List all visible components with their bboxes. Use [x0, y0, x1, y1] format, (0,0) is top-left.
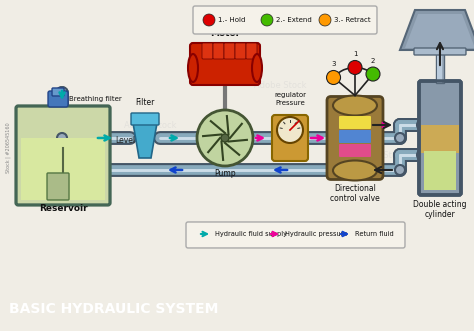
Circle shape	[57, 165, 67, 175]
Circle shape	[261, 14, 273, 26]
FancyBboxPatch shape	[419, 81, 461, 195]
Ellipse shape	[333, 95, 377, 116]
FancyBboxPatch shape	[47, 173, 69, 200]
Text: Motor: Motor	[210, 29, 240, 38]
FancyBboxPatch shape	[235, 43, 246, 59]
Ellipse shape	[188, 54, 198, 82]
Text: Directional: Directional	[334, 184, 376, 194]
Ellipse shape	[333, 161, 377, 180]
FancyBboxPatch shape	[202, 43, 213, 59]
FancyBboxPatch shape	[272, 115, 308, 161]
FancyBboxPatch shape	[339, 144, 371, 157]
Circle shape	[417, 150, 427, 160]
Text: regulator: regulator	[274, 92, 306, 98]
Circle shape	[350, 165, 360, 175]
Text: Level: Level	[115, 136, 135, 145]
FancyBboxPatch shape	[424, 152, 456, 190]
Circle shape	[327, 71, 340, 84]
Text: control valve: control valve	[330, 195, 380, 204]
Text: Breathing filter: Breathing filter	[69, 96, 122, 102]
Text: Adobe Stock: Adobe Stock	[354, 151, 406, 160]
Circle shape	[417, 120, 427, 130]
Text: BASIC HYDRAULIC SYSTEM: BASIC HYDRAULIC SYSTEM	[9, 303, 219, 316]
Polygon shape	[405, 14, 474, 48]
FancyBboxPatch shape	[436, 28, 444, 83]
FancyBboxPatch shape	[213, 43, 224, 59]
FancyBboxPatch shape	[246, 43, 257, 59]
FancyBboxPatch shape	[339, 130, 371, 143]
FancyBboxPatch shape	[414, 48, 466, 55]
FancyBboxPatch shape	[327, 97, 383, 179]
Text: Pump: Pump	[214, 169, 236, 178]
Circle shape	[319, 14, 331, 26]
Text: Adobe Stock: Adobe Stock	[254, 81, 306, 90]
FancyBboxPatch shape	[224, 43, 235, 59]
Circle shape	[221, 134, 229, 142]
Text: Reservoir: Reservoir	[39, 204, 87, 213]
Ellipse shape	[252, 54, 262, 82]
Polygon shape	[400, 10, 474, 50]
FancyBboxPatch shape	[193, 6, 377, 34]
Text: Hydraulic fluid supply: Hydraulic fluid supply	[215, 231, 287, 237]
Circle shape	[395, 133, 405, 143]
Circle shape	[57, 133, 67, 143]
FancyBboxPatch shape	[339, 116, 371, 129]
Circle shape	[395, 165, 405, 175]
Text: Filter: Filter	[135, 98, 155, 107]
Text: Stock | #206545160: Stock | #206545160	[5, 123, 11, 173]
Text: Double acting: Double acting	[413, 200, 467, 209]
FancyBboxPatch shape	[21, 138, 105, 200]
Polygon shape	[133, 123, 157, 158]
FancyBboxPatch shape	[421, 125, 459, 153]
Circle shape	[203, 14, 215, 26]
Text: 1.- Hold: 1.- Hold	[218, 17, 246, 23]
FancyBboxPatch shape	[190, 43, 260, 85]
Circle shape	[277, 117, 303, 143]
Text: 3.- Retract: 3.- Retract	[334, 17, 371, 23]
Text: Pressure: Pressure	[275, 100, 305, 106]
Text: 2: 2	[371, 58, 375, 64]
FancyBboxPatch shape	[186, 222, 405, 248]
Circle shape	[350, 133, 360, 143]
FancyBboxPatch shape	[131, 113, 159, 125]
Text: Hydraulic pressure: Hydraulic pressure	[285, 231, 347, 237]
Circle shape	[366, 67, 380, 81]
Text: 1: 1	[353, 52, 357, 58]
FancyBboxPatch shape	[437, 28, 442, 83]
FancyBboxPatch shape	[48, 91, 68, 107]
Circle shape	[197, 110, 253, 166]
FancyBboxPatch shape	[52, 88, 64, 96]
FancyBboxPatch shape	[16, 106, 110, 205]
Text: cylinder: cylinder	[425, 210, 456, 219]
Text: Adobe Stock: Adobe Stock	[124, 121, 176, 130]
Text: 2.- Extend: 2.- Extend	[276, 17, 312, 23]
Text: 3: 3	[331, 62, 336, 68]
Circle shape	[348, 61, 362, 74]
Text: Return fluid: Return fluid	[355, 231, 394, 237]
